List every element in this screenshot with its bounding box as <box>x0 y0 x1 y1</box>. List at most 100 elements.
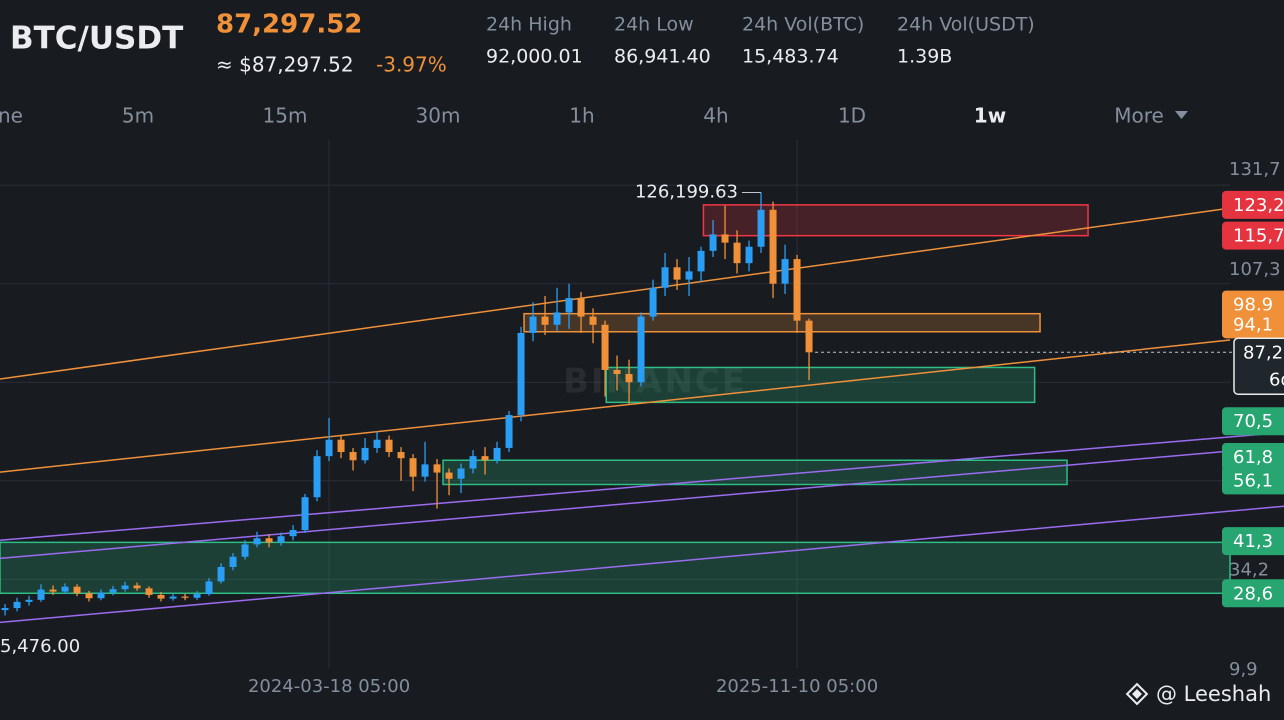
timeframe-tab[interactable]: 1w <box>974 104 1006 128</box>
candle-body <box>433 464 441 473</box>
price-tag <box>1222 221 1284 250</box>
candle-body <box>73 586 81 594</box>
timeframe-tab[interactable]: 1h <box>569 104 594 128</box>
price-tag <box>1222 466 1284 495</box>
y-axis-label: 9,9 <box>1229 659 1258 680</box>
candle-body <box>289 530 297 537</box>
price-tag-label: 61,8 <box>1233 447 1273 468</box>
timeframe-tab[interactable]: 30m <box>416 104 461 128</box>
candle-body <box>253 538 261 545</box>
candle-body <box>673 267 681 280</box>
price-tag <box>1222 310 1284 339</box>
timeframe-tab[interactable]: More <box>1114 104 1164 128</box>
price-tag <box>1222 407 1284 436</box>
candle-body <box>397 452 405 459</box>
candle-body <box>637 316 645 383</box>
dropdown-arrow <box>1175 111 1188 119</box>
trend-line <box>0 505 1284 624</box>
candle-body <box>325 439 333 457</box>
stat-value: 86,941.40 <box>614 46 711 68</box>
candle-body <box>37 589 45 600</box>
candle-body <box>421 464 429 477</box>
timeframe-tab[interactable]: 15m <box>263 104 308 128</box>
current-price-label: 87,2 <box>1243 342 1283 363</box>
candle-body <box>385 439 393 453</box>
candle-body <box>553 312 561 325</box>
y-axis-label: 131,7 <box>1229 159 1281 180</box>
trend-line <box>0 207 1231 380</box>
candle-body <box>589 316 597 325</box>
stat-value: 15,483.74 <box>742 46 839 68</box>
price: 87,297.52 <box>216 10 362 40</box>
current-price-tag <box>1233 337 1284 396</box>
candle-body <box>193 594 201 598</box>
candle-body <box>685 271 693 280</box>
candle-body <box>313 456 321 498</box>
zone <box>0 541 1231 595</box>
candle-body <box>241 544 249 557</box>
x-tick-label: 2025-11-10 05:00 <box>716 676 878 697</box>
price-usd: ≈ $87,297.52 <box>216 53 354 77</box>
zone <box>702 204 1089 237</box>
candle-body <box>793 259 801 321</box>
timeframe-tab[interactable]: 1D <box>838 104 866 128</box>
trend-line <box>0 431 1284 542</box>
trend-line <box>0 445 1284 560</box>
candle-body <box>301 497 309 531</box>
pair: BTC/USDT <box>10 21 183 57</box>
candle-body <box>457 468 465 479</box>
candle-body <box>577 298 585 317</box>
candle-body <box>337 439 345 453</box>
candle-body <box>217 566 225 582</box>
candle-body <box>805 320 813 353</box>
candle-body <box>625 374 633 383</box>
candle-body <box>613 369 621 375</box>
timeframe-tab[interactable]: ne <box>0 104 23 128</box>
y-axis-label: 34,2 <box>1229 559 1269 580</box>
candle-body <box>781 259 789 284</box>
zone <box>442 459 1068 486</box>
price-tag-label: 56,1 <box>1233 470 1273 491</box>
price-tag-label: 94,1 <box>1233 314 1273 335</box>
candle-body <box>97 592 105 599</box>
candle-body <box>109 589 117 593</box>
candle-body <box>469 456 477 469</box>
price-tag <box>1222 579 1284 608</box>
stat-label: 24h Vol(BTC) <box>742 14 864 36</box>
y-axis-label: 107,3 <box>1229 259 1281 280</box>
candle-body <box>709 234 717 251</box>
price-tag-label: 41,3 <box>1233 531 1273 552</box>
candle-body <box>649 287 657 317</box>
candle-body <box>145 588 153 595</box>
candle-body <box>445 472 453 479</box>
candle-body <box>601 324 609 370</box>
candle-body <box>373 439 381 448</box>
candle-body <box>121 585 129 590</box>
zone <box>605 366 1036 404</box>
candle-body <box>13 601 21 609</box>
timeframe-tab[interactable]: 5m <box>122 104 154 128</box>
candle-body <box>133 585 141 589</box>
candle-body <box>277 536 285 543</box>
candle-body <box>49 589 57 592</box>
x-tick-label: 2024-03-18 05:00 <box>248 676 410 697</box>
candle-body <box>349 452 357 461</box>
zone <box>523 312 1041 333</box>
stat-value: 1.39B <box>897 46 952 68</box>
candle-body <box>721 234 729 243</box>
candle-body <box>541 316 549 325</box>
candle-body <box>181 596 189 598</box>
candle-body <box>25 599 33 602</box>
candle-body <box>481 456 489 461</box>
price-tag <box>1222 442 1284 471</box>
timeframe-tab[interactable]: 4h <box>703 104 728 128</box>
candle-body <box>517 332 525 416</box>
price-tag <box>1222 190 1284 219</box>
price-tag-label: 70,5 <box>1233 411 1273 432</box>
candle-body <box>757 209 765 247</box>
low-label: 5,476.00 <box>0 636 80 657</box>
credit-text: @ Leeshah <box>1156 682 1271 706</box>
candle-body <box>745 246 753 264</box>
price-tag-label: 28,6 <box>1233 583 1273 604</box>
